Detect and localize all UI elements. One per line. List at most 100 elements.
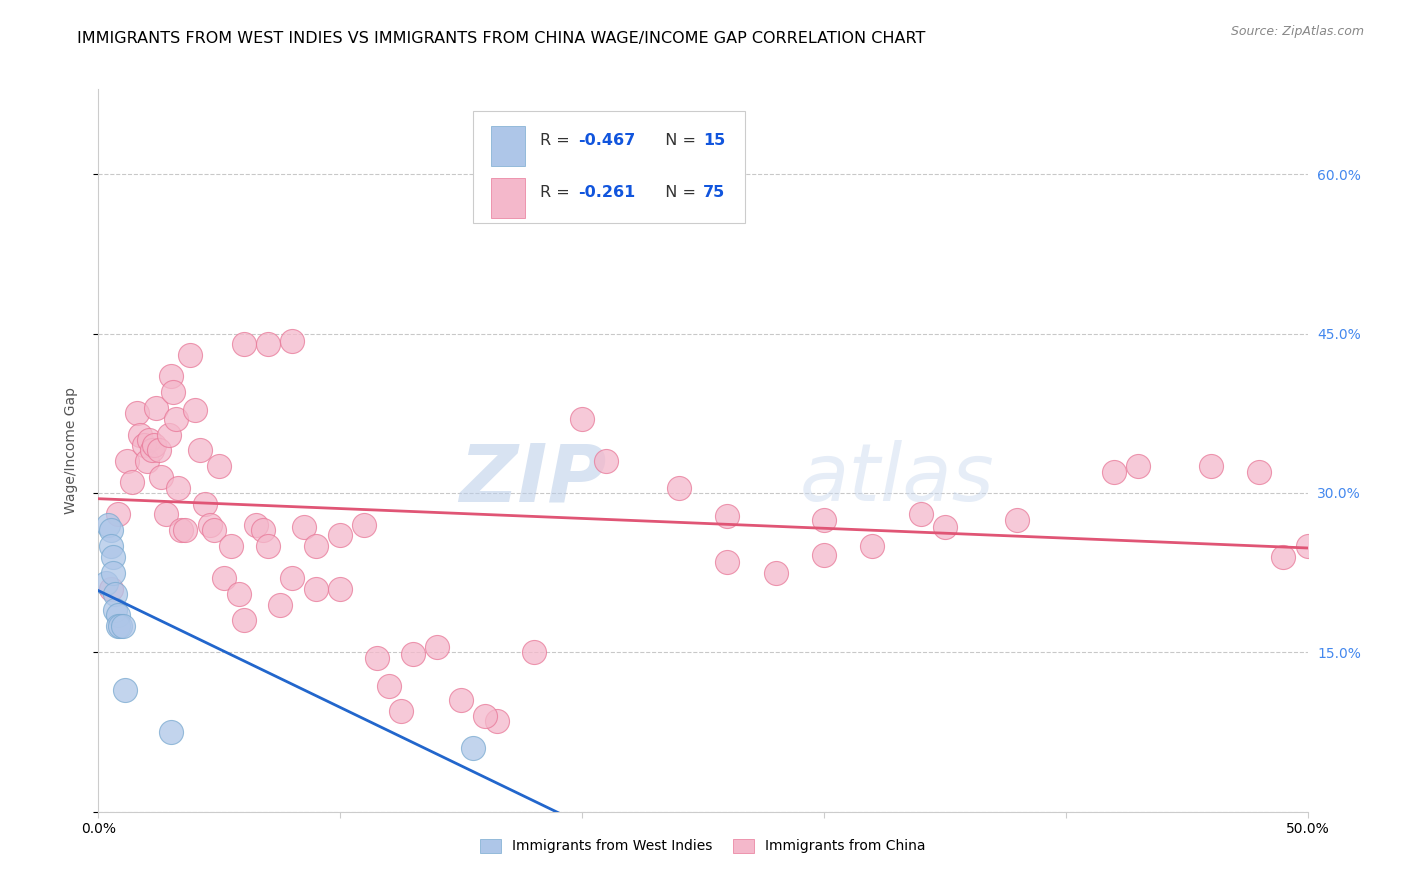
Point: [101, 549, 124, 564]
Point: [167, 481, 190, 495]
Point: [188, 443, 211, 458]
Text: R =: R =: [540, 133, 575, 148]
Point: [402, 648, 425, 662]
Point: [1272, 549, 1295, 564]
Point: [141, 443, 163, 458]
Point: [245, 517, 267, 532]
Point: [97, 517, 120, 532]
Point: [101, 566, 124, 580]
Point: [329, 582, 352, 596]
Text: 75: 75: [703, 186, 725, 200]
Point: [765, 566, 787, 580]
Point: [104, 587, 127, 601]
FancyBboxPatch shape: [492, 178, 526, 218]
Point: [208, 459, 231, 474]
Point: [252, 523, 274, 537]
Point: [292, 520, 315, 534]
Point: [1199, 459, 1222, 474]
Point: [269, 598, 291, 612]
Text: Source: ZipAtlas.com: Source: ZipAtlas.com: [1230, 25, 1364, 38]
Point: [716, 509, 738, 524]
Point: [179, 348, 201, 362]
Text: ZIP: ZIP: [458, 441, 606, 518]
Point: [305, 582, 328, 596]
Point: [184, 403, 207, 417]
Point: [716, 555, 738, 569]
Point: [143, 438, 166, 452]
Point: [100, 582, 122, 596]
Legend: Immigrants from West Indies, Immigrants from China: Immigrants from West Indies, Immigrants …: [475, 833, 931, 859]
Point: [450, 693, 472, 707]
Text: R =: R =: [540, 186, 579, 200]
Point: [108, 619, 131, 633]
Point: [221, 539, 243, 553]
Point: [198, 517, 221, 532]
FancyBboxPatch shape: [492, 126, 526, 166]
Point: [1102, 465, 1125, 479]
Point: [910, 507, 932, 521]
Point: [165, 411, 187, 425]
Point: [228, 587, 250, 601]
Text: atlas: atlas: [800, 441, 994, 518]
Point: [160, 369, 183, 384]
Point: [486, 714, 509, 729]
Point: [138, 433, 160, 447]
Point: [111, 619, 134, 633]
Point: [145, 401, 167, 415]
Point: [104, 603, 127, 617]
Point: [668, 481, 690, 495]
Point: [100, 523, 122, 537]
Point: [523, 645, 546, 659]
Point: [232, 614, 254, 628]
Point: [1007, 512, 1029, 526]
Point: [571, 411, 593, 425]
Point: [100, 539, 122, 553]
Point: [1296, 539, 1319, 553]
Point: [463, 741, 485, 756]
FancyBboxPatch shape: [474, 111, 745, 223]
Point: [117, 454, 139, 468]
Point: [813, 548, 835, 562]
Point: [377, 679, 399, 693]
Text: 15: 15: [703, 133, 725, 148]
Point: [934, 520, 956, 534]
Point: [127, 406, 149, 420]
Text: -0.261: -0.261: [578, 186, 636, 200]
Point: [813, 512, 835, 526]
Point: [329, 528, 352, 542]
Point: [94, 576, 117, 591]
Point: [595, 454, 617, 468]
Point: [389, 704, 412, 718]
Point: [281, 334, 304, 348]
Point: [547, 188, 569, 202]
Point: [160, 725, 183, 739]
Point: [474, 709, 496, 723]
Point: [366, 650, 388, 665]
Point: [134, 438, 156, 452]
Point: [1249, 465, 1271, 479]
Point: [114, 682, 136, 697]
Point: [121, 475, 143, 490]
Point: [174, 523, 197, 537]
Point: [232, 337, 254, 351]
Point: [157, 427, 180, 442]
Point: [256, 337, 278, 351]
Point: [305, 539, 328, 553]
Point: [150, 470, 173, 484]
Point: [426, 640, 449, 654]
Point: [135, 454, 157, 468]
Text: IMMIGRANTS FROM WEST INDIES VS IMMIGRANTS FROM CHINA WAGE/INCOME GAP CORRELATION: IMMIGRANTS FROM WEST INDIES VS IMMIGRANT…: [77, 31, 925, 46]
Point: [148, 443, 170, 458]
Point: [162, 384, 184, 399]
Point: [1128, 459, 1150, 474]
Y-axis label: Wage/Income Gap: Wage/Income Gap: [63, 387, 77, 514]
Point: [353, 517, 375, 532]
Point: [204, 523, 226, 537]
Point: [107, 608, 129, 623]
Point: [107, 507, 129, 521]
Point: [860, 539, 883, 553]
Text: N =: N =: [655, 186, 700, 200]
Point: [212, 571, 235, 585]
Point: [194, 497, 217, 511]
Point: [169, 523, 191, 537]
